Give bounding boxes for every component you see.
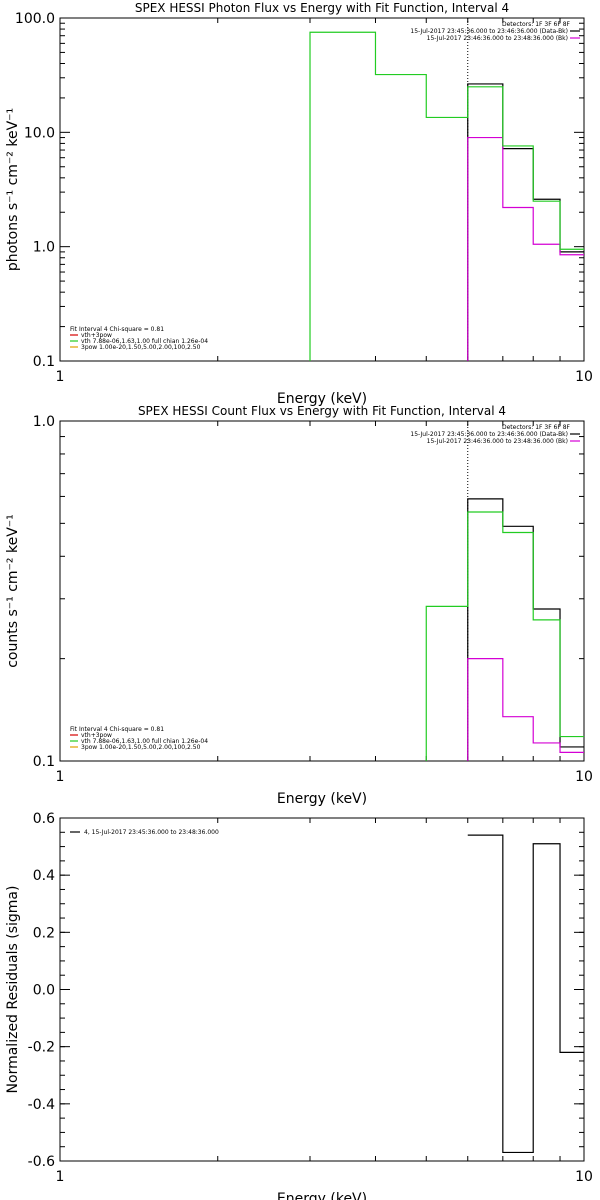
count-series-1 [467,658,584,761]
count-x-tick-label: 1 [56,769,65,785]
count-fit-legend-header: Fit Interval 4 Chi-square = 0.81 [70,726,164,733]
residuals-x-axis-label: Energy (keV) [277,1191,367,1200]
count-title: SPEX HESSI Count Flux vs Energy with Fit… [138,404,506,418]
residuals-data-area [467,834,584,1154]
photon-y-tick-label: 100.0 [15,11,55,27]
count-panel: SPEX HESSI Count Flux vs Energy with Fit… [5,404,593,807]
photon-series-2 [309,31,584,361]
residuals-x-tick-label: 10 [575,1169,593,1185]
count-plot-frame [59,420,585,762]
photon-y-axis-label: photons s⁻¹ cm⁻² keV⁻¹ [5,108,21,271]
residuals-y-tick-label: 0.6 [33,811,55,827]
count-legend-entry: 15-Jul-2017 23:45:36.000 to 23:46:36.000… [410,431,568,438]
residuals-legend-entry: 4, 15-Jul-2017 23:45:36.000 to 23:48:36.… [84,829,219,836]
count-fit-legend-entry: vth+3pow [81,732,112,739]
residuals-y-axis-label: Normalized Residuals (sigma) [5,886,21,1094]
photon-legend-entry: 15-Jul-2017 23:45:36.000 to 23:46:36.000… [410,28,568,35]
photon-series-1 [467,136,584,361]
photon-y-tick-label: 1.0 [33,240,55,256]
count-x-axis-label: Energy (keV) [277,791,367,807]
residuals-series-0 [467,834,584,1154]
count-legend-header: Detectors: 1F 3F 6F 8F [502,424,571,431]
photon-x-tick-label: 10 [575,369,593,385]
residuals-y-tick-label: 0.4 [33,868,55,884]
count-series-2 [425,511,584,761]
count-y-axis-label: counts s⁻¹ cm⁻² keV⁻¹ [5,514,21,668]
photon-fit-legend-entry: vth 7.88e-06,1.63,1.00 full chian 1.26e-… [81,338,208,345]
photon-fit-legend-entry: 3pow 1.00e-20,1.50,5.00,2.00,100,2.50 [81,344,201,351]
photon-fit-legend-entry: vth+3pow [81,332,112,339]
residuals-y-tick-label: 0.2 [33,925,55,941]
residuals-plot-frame [59,817,585,1162]
photon-legend-entry: 15-Jul-2017 23:46:36.000 to 23:48:36.000… [427,35,568,42]
residuals-y-tick-label: -0.6 [28,1154,55,1170]
count-series-0 [467,498,584,761]
residuals-y-tick-label: -0.4 [28,1097,55,1113]
count-data-area [425,421,584,761]
photon-series-0 [467,83,584,361]
count-fit-legend-entry: 3pow 1.00e-20,1.50,5.00,2.00,100,2.50 [81,744,201,751]
count-y-tick-label: 1.0 [33,414,55,430]
residuals-y-tick-label: -0.2 [28,1040,55,1056]
residuals-x-tick-label: 1 [56,1169,65,1185]
photon-x-tick-label: 1 [56,369,65,385]
residuals-y-tick-label: 0.0 [33,983,55,999]
count-fit-legend-entry: vth 7.88e-06,1.63,1.00 full chian 1.26e-… [81,738,208,745]
photon-fit-legend-header: Fit Interval 4 Chi-square = 0.81 [70,326,164,333]
photon-y-tick-label: 10.0 [24,125,55,141]
photon-legend-header: Detectors: 1F 3F 6F 8F [502,21,571,28]
count-legend-entry: 15-Jul-2017 23:46:36.000 to 23:48:36.000… [427,438,568,445]
residuals-panel: 1 10 Energy (keV) -0.6 -0.4 -0.2 0.0 0.2 0.4 0.6 N… [5,811,593,1200]
count-x-tick-label: 10 [575,769,593,785]
photon-y-tick-label: 0.1 [33,354,55,370]
photon-data-area [309,18,584,361]
photon-title: SPEX HESSI Photon Flux vs Energy with Fi… [135,1,509,15]
photon-plot-frame [59,17,585,362]
photon-x-axis-label: Energy (keV) [277,391,367,407]
count-y-tick-label: 0.1 [33,754,55,770]
photon-panel: SPEX HESSI Photon Flux vs Energy with Fi… [5,1,593,407]
